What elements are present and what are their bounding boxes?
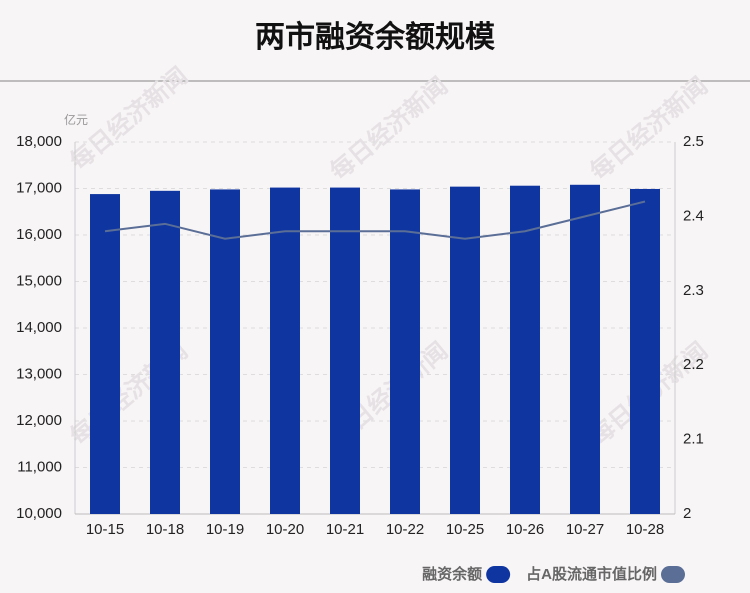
bar [90, 194, 120, 514]
y-tick-label: 15,000 [16, 272, 62, 289]
y-tick-label: 17,000 [16, 179, 62, 196]
y2-tick-label: 2 [683, 505, 691, 522]
line [104, 200, 646, 240]
x-tick-label: 10-20 [266, 521, 304, 538]
x-tick-label: 10-22 [386, 521, 424, 538]
bar [210, 189, 240, 514]
x-tick-label: 10-25 [446, 521, 484, 538]
bar [270, 187, 300, 514]
y2-tick-label: 2.3 [683, 282, 704, 299]
y2-tick-label: 2.2 [683, 356, 704, 373]
bar [150, 190, 180, 514]
legend-swatch [661, 566, 685, 583]
chart-title: 两市融资余额规模 [255, 20, 495, 54]
x-tick-label: 10-18 [146, 521, 184, 538]
legend-label: 占A股流通市值比例 [526, 565, 657, 583]
y-tick-label: 18,000 [16, 133, 62, 150]
y2-tick-label: 2.1 [683, 431, 704, 448]
x-tick-label: 10-28 [626, 521, 664, 538]
y-tick-label: 14,000 [16, 319, 62, 336]
legend-label: 融资余额 [422, 565, 482, 583]
y-tick-label: 13,000 [16, 365, 62, 382]
bar [570, 184, 600, 514]
y-tick-label: 12,000 [16, 412, 62, 429]
x-tick-label: 10-15 [86, 521, 124, 538]
bar [510, 185, 540, 514]
bar [330, 187, 360, 514]
y2-tick-label: 2.4 [683, 207, 704, 224]
bar [390, 189, 420, 514]
x-tick-label: 10-21 [326, 521, 364, 538]
y-tick-label: 16,000 [16, 226, 62, 243]
bar [630, 188, 660, 514]
y2-tick-label: 2.5 [683, 133, 704, 150]
x-tick-label: 10-19 [206, 521, 244, 538]
y-unit: 亿元 [64, 112, 88, 127]
bar [450, 186, 480, 514]
legend-swatch [486, 566, 511, 583]
x-tick-label: 10-26 [506, 521, 544, 538]
y-tick-label: 10,000 [16, 505, 62, 522]
y-tick-label: 11,000 [17, 458, 62, 475]
x-tick-label: 10-27 [566, 521, 604, 538]
